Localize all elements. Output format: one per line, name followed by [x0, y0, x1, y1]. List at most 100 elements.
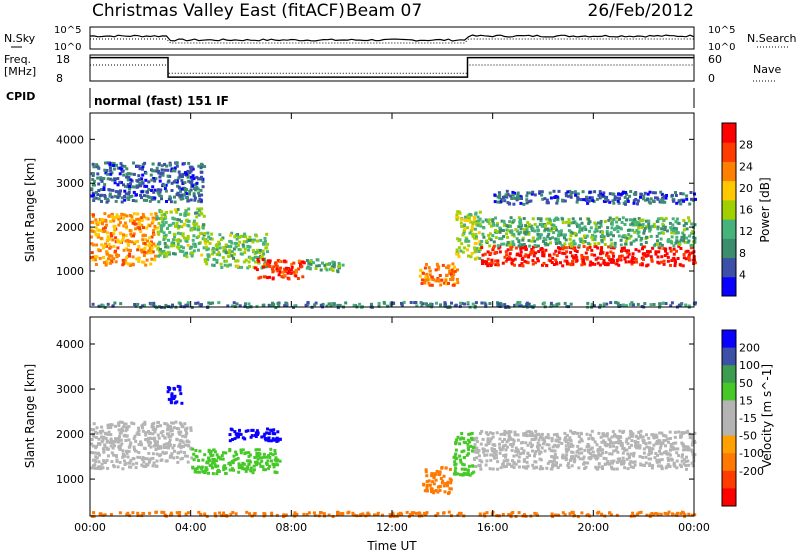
- echo-cell: [659, 464, 663, 468]
- echo-cell: [236, 456, 240, 460]
- echo-cell: [159, 453, 163, 457]
- echo-cell: [503, 437, 506, 441]
- echo-cell: [513, 430, 517, 434]
- echo-cell: [96, 193, 100, 196]
- freq-ylabel-top: Freq.: [4, 53, 31, 66]
- echo-cell: [496, 261, 500, 265]
- echo-cell: [121, 238, 125, 242]
- echo-cell: [567, 445, 571, 449]
- echo-cell: [498, 193, 502, 197]
- echo-cell: [597, 193, 601, 197]
- echo-cell: [103, 244, 107, 248]
- echo-cell: [125, 175, 129, 179]
- echo-cell: [489, 453, 493, 457]
- x-tick-label: 08:00: [275, 521, 307, 534]
- echo-cell: [602, 439, 606, 443]
- echo-cell: [162, 217, 166, 221]
- echo-cell: [430, 275, 434, 279]
- echo-cell: [618, 217, 621, 221]
- echo-cell: [239, 451, 243, 455]
- echo-cell: [528, 454, 532, 457]
- echo-cell: [658, 458, 662, 462]
- echo-cell: [182, 236, 186, 240]
- echo-cell: [587, 222, 591, 225]
- echo-cell: [641, 455, 645, 459]
- echo-cell: [212, 250, 216, 254]
- echo-cell: [242, 240, 246, 244]
- echo-cell: [197, 177, 200, 181]
- echo-cell: [568, 459, 572, 462]
- echo-cell: [124, 434, 128, 438]
- echo-cell: [470, 252, 474, 255]
- echo-cell: [488, 237, 491, 241]
- echo-cell: [197, 235, 201, 238]
- echo-cell: [626, 442, 630, 446]
- echo-cell: [109, 441, 112, 445]
- echo-cell: [653, 225, 657, 229]
- power-echo-cells: [90, 161, 697, 310]
- echo-cell: [128, 264, 132, 267]
- echo-cell: [596, 511, 600, 515]
- echo-cell: [241, 448, 245, 452]
- echo-cell: [321, 302, 325, 306]
- echo-cell: [602, 304, 606, 308]
- echo-cell: [294, 268, 298, 272]
- echo-cell: [585, 445, 589, 449]
- echo-cell: [612, 467, 616, 471]
- echo-cell: [127, 425, 131, 429]
- echo-cell: [137, 245, 141, 249]
- echo-cell: [563, 199, 567, 203]
- echo-cell: [260, 256, 263, 260]
- echo-cell: [91, 178, 95, 181]
- echo-cell: [687, 258, 691, 262]
- echo-cell: [508, 224, 512, 228]
- echo-cell: [474, 235, 478, 239]
- echo-cell: [203, 453, 207, 457]
- echo-cell: [491, 435, 495, 439]
- echo-cell: [91, 458, 95, 462]
- echo-cell: [228, 448, 232, 451]
- echo-cell: [220, 454, 224, 458]
- echo-cell: [124, 184, 127, 188]
- echo-cell: [671, 197, 675, 201]
- echo-cell: [564, 447, 568, 451]
- echo-cell: [569, 192, 573, 196]
- echo-cell: [667, 510, 671, 514]
- echo-cell: [228, 248, 232, 252]
- echo-cell: [489, 264, 493, 267]
- echo-cell: [499, 228, 503, 232]
- echo-cell: [677, 430, 681, 434]
- echo-cell: [546, 433, 550, 437]
- echo-cell: [126, 262, 130, 266]
- echo-cell: [470, 431, 474, 435]
- echo-cell: [460, 224, 464, 228]
- echo-cell: [322, 512, 326, 516]
- echo-cell: [550, 439, 554, 443]
- echo-cell: [102, 186, 106, 190]
- echo-cell: [183, 181, 187, 185]
- echo-cell: [675, 231, 679, 235]
- echo-cell: [617, 263, 621, 267]
- echo-cell: [651, 433, 655, 437]
- echo-cell: [153, 224, 157, 228]
- echo-cell: [223, 259, 227, 263]
- echo-cell: [199, 162, 203, 166]
- echo-cell: [201, 185, 205, 189]
- echo-cell: [552, 223, 556, 227]
- echo-cell: [135, 222, 139, 226]
- echo-cell: [459, 249, 463, 253]
- echo-cell: [133, 242, 137, 246]
- echo-cell: [603, 220, 607, 223]
- echo-cell: [503, 443, 507, 447]
- echo-cell: [251, 258, 255, 262]
- echo-cell: [467, 219, 471, 223]
- echo-cell: [623, 466, 627, 470]
- echo-cell: [434, 478, 438, 482]
- echo-cell: [199, 231, 203, 235]
- echo-cell: [574, 454, 578, 458]
- echo-cell: [518, 263, 522, 267]
- echo-cell: [107, 257, 110, 261]
- echo-cell: [595, 197, 599, 201]
- echo-cell: [134, 240, 138, 244]
- echo-cell: [456, 210, 460, 214]
